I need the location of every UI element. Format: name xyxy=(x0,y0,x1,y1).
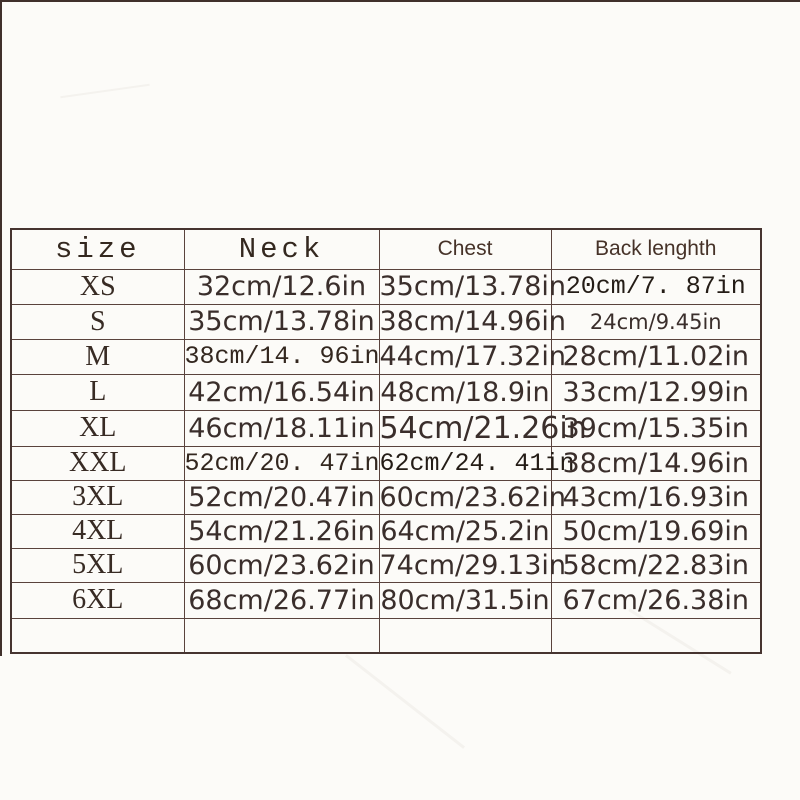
back-cell: 38cm/14.96in xyxy=(550,445,762,481)
column-header-size: size xyxy=(10,228,185,270)
size-cell: S xyxy=(10,303,185,340)
size-cell: XL xyxy=(10,409,185,447)
column-header-back-length: Back lenghth xyxy=(550,228,762,270)
header-row: size Neck Chest Back lenghth xyxy=(10,228,762,270)
scan-left-edge-line xyxy=(0,0,2,656)
size-cell: 4XL xyxy=(10,513,185,549)
back-cell: 50cm/19.69in xyxy=(550,513,762,549)
size-cell: XS xyxy=(10,268,185,305)
neck-cell: 52cm/20. 47in xyxy=(183,445,380,481)
chest-cell: 80cm/31.5in xyxy=(378,581,552,619)
chest-cell: 54cm/21.26in xyxy=(378,409,587,447)
back-cell: 67cm/26.38in xyxy=(550,581,762,619)
table-row-xs: XS 32cm/12.6in 35cm/13.78in 20cm/7. 87in xyxy=(10,268,762,305)
back-cell: 20cm/7. 87in xyxy=(550,268,762,305)
back-cell: 24cm/9.45in xyxy=(550,303,762,340)
table-row-4xl: 4XL 54cm/21.26in 64cm/25.2in 50cm/19.69i… xyxy=(10,513,762,549)
paper-crease-mark xyxy=(60,83,150,99)
size-cell: M xyxy=(10,338,185,375)
chest-cell: 60cm/23.62in xyxy=(378,479,567,515)
chest-cell: 64cm/25.2in xyxy=(378,513,552,549)
chest-cell: 62cm/24. 41in xyxy=(378,445,575,481)
back-cell: 43cm/16.93in xyxy=(550,479,762,515)
size-cell xyxy=(10,617,185,654)
back-cell: 39cm/15.35in xyxy=(550,409,762,447)
table-row-l: L 42cm/16.54in 48cm/18.9in 33cm/12.99in xyxy=(10,373,762,411)
neck-cell: 35cm/13.78in xyxy=(183,303,380,340)
neck-cell: 68cm/26.77in xyxy=(183,581,380,619)
size-cell: 5XL xyxy=(10,547,185,583)
neck-cell: 52cm/20.47in xyxy=(183,479,380,515)
back-cell xyxy=(550,617,762,654)
back-cell: 33cm/12.99in xyxy=(550,373,762,411)
table-row-m: M 38cm/14. 96in 44cm/17.32in 28cm/11.02i… xyxy=(10,338,762,375)
chest-cell: 38cm/14.96in xyxy=(378,303,567,340)
neck-cell: 54cm/21.26in xyxy=(183,513,380,549)
column-header-neck: Neck xyxy=(183,228,380,270)
table-row-5xl: 5XL 60cm/23.62in 74cm/29.13in 58cm/22.83… xyxy=(10,547,762,583)
chest-cell: 35cm/13.78in xyxy=(378,268,567,305)
neck-cell: 38cm/14. 96in xyxy=(183,338,380,375)
neck-cell: 46cm/18.11in xyxy=(183,409,380,447)
back-cell: 58cm/22.83in xyxy=(550,547,762,583)
column-header-chest: Chest xyxy=(378,228,552,270)
size-cell: 6XL xyxy=(10,581,185,619)
table-row-xl: XL 46cm/18.11in 54cm/21.26in 39cm/15.35i… xyxy=(10,409,762,447)
table-row-empty xyxy=(10,617,762,654)
neck-cell xyxy=(183,617,380,654)
chest-cell: 44cm/17.32in xyxy=(378,338,567,375)
neck-cell: 60cm/23.62in xyxy=(183,547,380,583)
neck-cell: 42cm/16.54in xyxy=(183,373,380,411)
size-chart-table: size Neck Chest Back lenghth XS 32cm/12.… xyxy=(10,228,762,654)
table-row-xxl: XXL 52cm/20. 47in 62cm/24. 41in 38cm/14.… xyxy=(10,445,762,481)
table-row-6xl: 6XL 68cm/26.77in 80cm/31.5in 67cm/26.38i… xyxy=(10,581,762,619)
size-cell: L xyxy=(10,373,185,411)
chest-cell: 48cm/18.9in xyxy=(378,373,552,411)
chest-cell xyxy=(378,617,552,654)
chest-cell: 74cm/29.13in xyxy=(378,547,567,583)
size-cell: XXL xyxy=(10,445,185,481)
back-cell: 28cm/11.02in xyxy=(550,338,762,375)
paper-crease-mark xyxy=(344,654,466,749)
table-row-3xl: 3XL 52cm/20.47in 60cm/23.62in 43cm/16.93… xyxy=(10,479,762,515)
table-row-s: S 35cm/13.78in 38cm/14.96in 24cm/9.45in xyxy=(10,303,762,340)
scan-top-edge-line xyxy=(0,0,800,2)
neck-cell: 32cm/12.6in xyxy=(183,268,380,305)
size-cell: 3XL xyxy=(10,479,185,515)
